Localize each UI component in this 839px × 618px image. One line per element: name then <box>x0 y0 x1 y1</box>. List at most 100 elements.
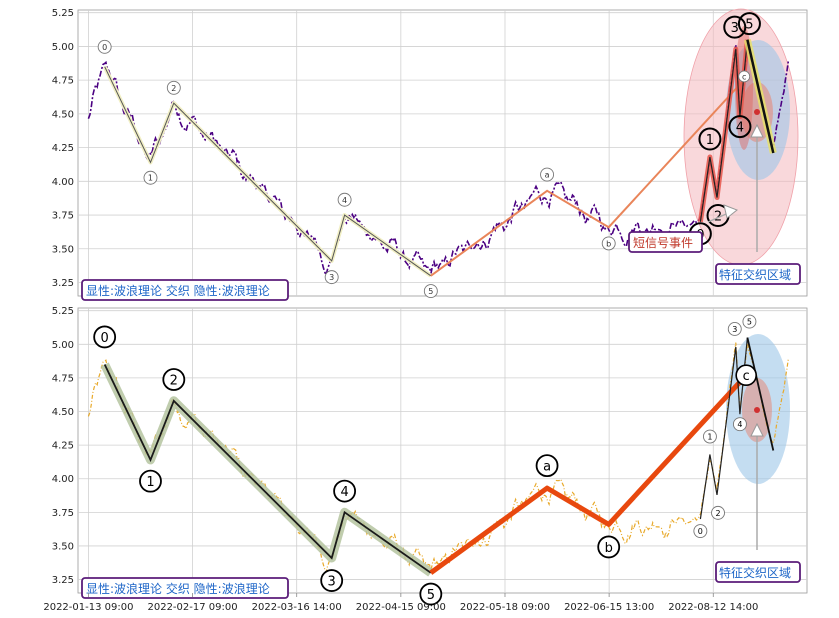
wave-label-circle <box>139 469 162 493</box>
x-tick-label: 2022-03-16 14:00 <box>252 602 342 613</box>
zone-arrow-head <box>750 422 764 437</box>
wave-label-circle <box>143 170 158 185</box>
wave-label-circle <box>735 364 757 387</box>
signal-label-box <box>628 231 703 253</box>
wave-label-circle <box>535 454 559 478</box>
y-tick-label: 4.50 <box>52 407 74 418</box>
wave-label-circle <box>320 569 344 592</box>
x-tick-label: 2022-08-12 14:00 <box>668 602 758 613</box>
wave-label-text: 2 <box>171 84 176 93</box>
sub-wave-label-text: 1 <box>706 133 714 148</box>
sub-wave-label-circle <box>732 417 747 432</box>
zone-label-text: 特征交织区域 <box>719 267 791 282</box>
wave-label-circle <box>93 325 117 349</box>
sub-wave-label-text: 4 <box>736 121 744 136</box>
y-tick-label: 3.25 <box>52 278 74 289</box>
price-series-line <box>87 44 790 278</box>
sub-wave-label-text: 2 <box>715 509 720 518</box>
legend-box <box>81 279 289 301</box>
y-tick-label: 3.75 <box>52 211 74 222</box>
sub-wave-label-circle <box>742 314 757 329</box>
y-tick-label: 4.75 <box>52 373 74 384</box>
wave-label-text: 0 <box>102 43 107 52</box>
wave-label-text: 5 <box>427 588 435 603</box>
wave-label-text: c <box>742 72 746 81</box>
sub-wave-label-circle <box>723 15 747 39</box>
top-panel: 5.25 5.00 4.75 4.50 4.25 4.00 3.75 3.50 3.25 0 1 2 3… <box>52 8 808 301</box>
y-tick-label: 3.75 <box>52 508 74 519</box>
x-axis: 2022-01-13 09:00 2022-02-17 09:00 2022-03-… <box>43 593 758 613</box>
wave-label-text: c <box>743 369 750 384</box>
wave-label-circle <box>337 192 352 207</box>
zone-arrow-head <box>750 123 764 138</box>
wave-label-text: 2 <box>170 374 178 389</box>
sub-wave-label-text: 3 <box>732 325 737 334</box>
x-tick-label: 2022-04-15 09:00 <box>356 602 446 613</box>
correction-wave-line <box>430 76 747 277</box>
sub-wave-label-text: 5 <box>747 318 752 327</box>
trend-line <box>746 337 775 451</box>
sub-wave-line <box>699 337 748 520</box>
x-tick-label: 2022-06-15 13:00 <box>564 602 654 613</box>
wave-label-text: 4 <box>340 485 348 500</box>
x-tick-label: 2022-02-17 09:00 <box>147 602 237 613</box>
wave-label-text: 0 <box>101 331 109 346</box>
correction-wave-line <box>429 373 749 575</box>
wave-label-text: 4 <box>342 196 347 205</box>
sub-wave-label-text: 0 <box>698 527 703 536</box>
y-tick-label: 4.50 <box>52 109 74 120</box>
legend-text: 显性:波浪理论 交织 隐性:波浪理论 <box>86 581 270 596</box>
plot-area <box>77 307 808 594</box>
y-tick-label: 5.25 <box>52 306 74 317</box>
zone-label-text: 特征交织区域 <box>719 565 791 580</box>
sub-wave-label-circle <box>711 505 725 520</box>
wave-label-circle <box>162 368 186 391</box>
wave-label-circle <box>601 236 616 251</box>
y-tick-label: 3.50 <box>52 244 74 255</box>
sub-wave-label-circle <box>693 524 708 539</box>
wave-label-circle <box>97 39 112 54</box>
legend-text: 显性:波浪理论 交织 隐性:波浪理论 <box>86 283 270 298</box>
y-tick-label: 3.50 <box>52 541 74 552</box>
y-tick-label: 4.25 <box>52 143 74 154</box>
y-tick-label: 5.00 <box>52 42 74 53</box>
legend-box <box>81 577 289 599</box>
wave-label-circle <box>540 167 555 182</box>
wave-label-text: 1 <box>148 174 153 183</box>
wave-label-text: 3 <box>329 273 334 282</box>
sub-wave-label-text: 1 <box>707 433 712 442</box>
wave-label-circle <box>423 284 438 299</box>
sub-wave-label-circle <box>698 127 722 151</box>
bottom-panel: 5.25 5.00 4.75 4.50 4.25 4.00 3.75 3.50 3.25 0 1 2 3… <box>52 306 808 606</box>
signal-arrow-head <box>723 204 738 219</box>
y-tick-label: 3.25 <box>52 575 74 586</box>
wave-label-circle <box>324 270 339 285</box>
x-tick-label: 2022-05-18 09:00 <box>460 602 550 613</box>
wave-label-text: b <box>606 239 611 248</box>
y-tick-label: 4.00 <box>52 177 74 188</box>
y-tick-label: 4.25 <box>52 441 74 452</box>
impulse-wave-line <box>103 364 432 574</box>
sub-wave-label-circle <box>702 429 717 444</box>
zone-center-dot <box>754 109 760 115</box>
sub-wave-label-text: 3 <box>731 21 739 36</box>
sub-wave-label-circle <box>727 322 742 336</box>
wave-label-text: 3 <box>328 575 336 590</box>
y-tick-label: 4.00 <box>52 474 74 485</box>
wave-label-text: 5 <box>428 287 433 296</box>
y-tick-label: 5.00 <box>52 340 74 351</box>
wave-label-circle <box>166 80 181 95</box>
y-tick-label: 5.25 <box>52 8 74 19</box>
sub-wave-label-text: 4 <box>737 420 742 429</box>
trend-line <box>746 39 775 154</box>
wave-label-circle <box>333 479 357 503</box>
sub-wave-label-circle <box>737 12 761 36</box>
sub-wave-label-circle <box>728 115 752 139</box>
sub-wave-label-text: 5 <box>745 18 753 33</box>
impulse-wave-line <box>104 66 432 277</box>
wave-label-text: a <box>545 171 550 180</box>
wave-label-text: a <box>543 460 551 475</box>
wave-label-text: 1 <box>146 475 154 490</box>
wave-label-circle <box>419 582 443 606</box>
